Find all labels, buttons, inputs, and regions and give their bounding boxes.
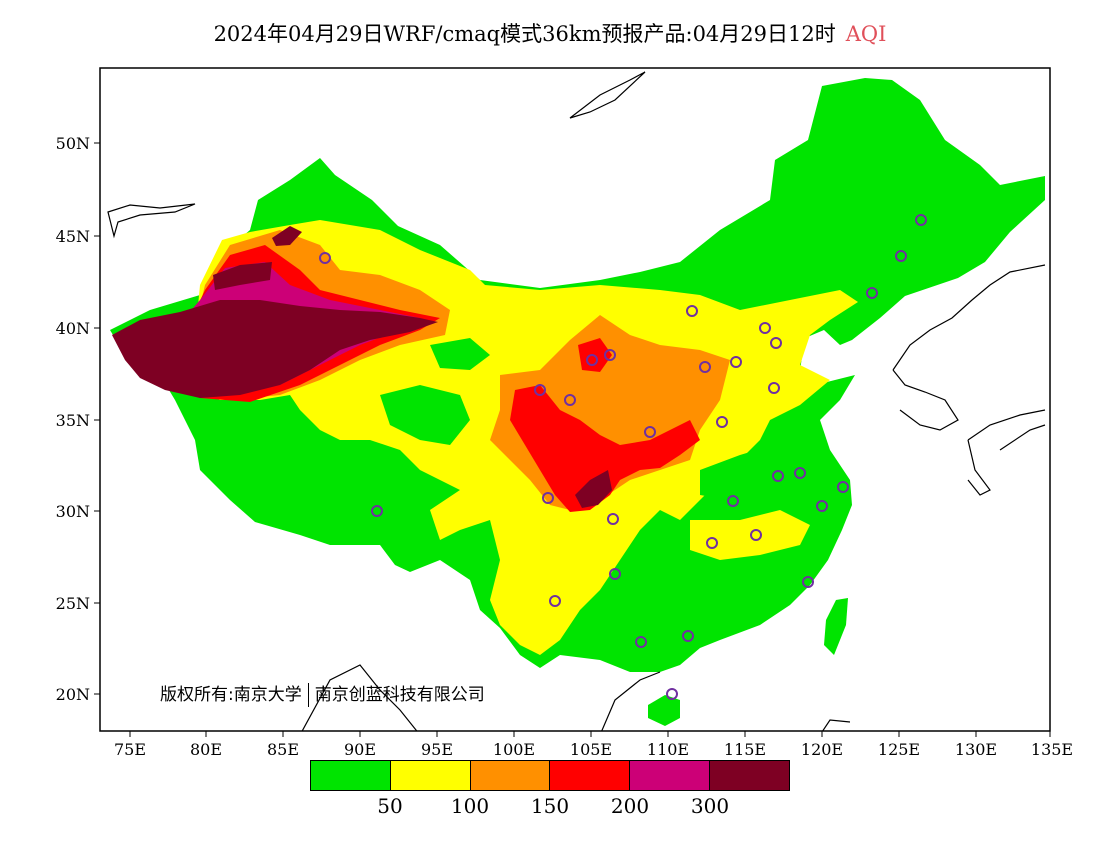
lat-label: 35N xyxy=(56,411,90,430)
lon-label: 90E xyxy=(344,740,376,759)
lon-label: 135E xyxy=(1031,740,1073,759)
region-taiwan xyxy=(824,598,848,655)
legend-tick: 200 xyxy=(610,794,650,818)
lon-label: 105E xyxy=(570,740,612,759)
lon-label: 110E xyxy=(647,740,689,759)
region-hazardous-north xyxy=(272,226,302,246)
lat-label: 45N xyxy=(56,227,90,246)
lon-label: 115E xyxy=(724,740,766,759)
lat-label: 40N xyxy=(56,319,90,338)
lon-label: 125E xyxy=(878,740,920,759)
region-hainan xyxy=(648,695,680,726)
copyright-separator xyxy=(307,683,309,707)
title-text: 2024年04月29日WRF/cmaq模式36km预报产品:04月29日12时 xyxy=(213,22,836,46)
map-title: 2024年04月29日WRF/cmaq模式36km预报产品:04月29日12时 A… xyxy=(0,18,1100,48)
legend-tick: 100 xyxy=(450,794,490,818)
lon-label: 120E xyxy=(801,740,843,759)
region-good-east xyxy=(700,440,820,505)
lat-label: 25N xyxy=(56,594,90,613)
lon-label: 95E xyxy=(421,740,453,759)
aqi-legend xyxy=(310,760,790,791)
lon-label: 75E xyxy=(114,740,146,759)
lon-label: 80E xyxy=(190,740,222,759)
lon-label: 85E xyxy=(267,740,299,759)
legend-swatch-sensitive xyxy=(470,761,551,790)
lat-label: 30N xyxy=(56,502,90,521)
coastlines xyxy=(107,71,1046,731)
region-good-tibet xyxy=(380,385,470,445)
copyright-notice: 版权所有:南京大学 南京创蓝科技有限公司 xyxy=(160,680,485,707)
lat-label: 50N xyxy=(56,134,90,153)
legend-tick: 300 xyxy=(690,794,730,818)
legend-swatch-moderate xyxy=(390,761,471,790)
region-hazardous-junggar xyxy=(213,262,272,290)
legend-tick: 50 xyxy=(377,794,403,818)
legend-ticks: 50 100 150 200 300 xyxy=(0,794,1100,820)
legend-swatch-good xyxy=(311,761,391,790)
region-hazardous-tarim xyxy=(112,300,438,398)
lat-label: 20N xyxy=(56,685,90,704)
title-product: AQI xyxy=(845,22,887,46)
legend-swatch-unhealthy xyxy=(550,761,631,790)
axis-ticks xyxy=(94,142,1051,737)
copyright-right: 南京创蓝科技有限公司 xyxy=(314,685,485,705)
lon-label: 100E xyxy=(493,740,535,759)
region-good-qinghai xyxy=(430,338,490,370)
region-hazardous-sichuan xyxy=(575,470,612,508)
copyright-left: 版权所有:南京大学 xyxy=(160,685,302,705)
legend-swatch-very-unhealthy xyxy=(630,761,711,790)
map-frame xyxy=(99,67,1051,732)
city-markers xyxy=(319,214,927,700)
region-unhealthy-central xyxy=(510,385,700,512)
lon-label: 130E xyxy=(955,740,997,759)
legend-tick: 150 xyxy=(530,794,570,818)
legend-swatch-hazardous xyxy=(710,761,789,790)
